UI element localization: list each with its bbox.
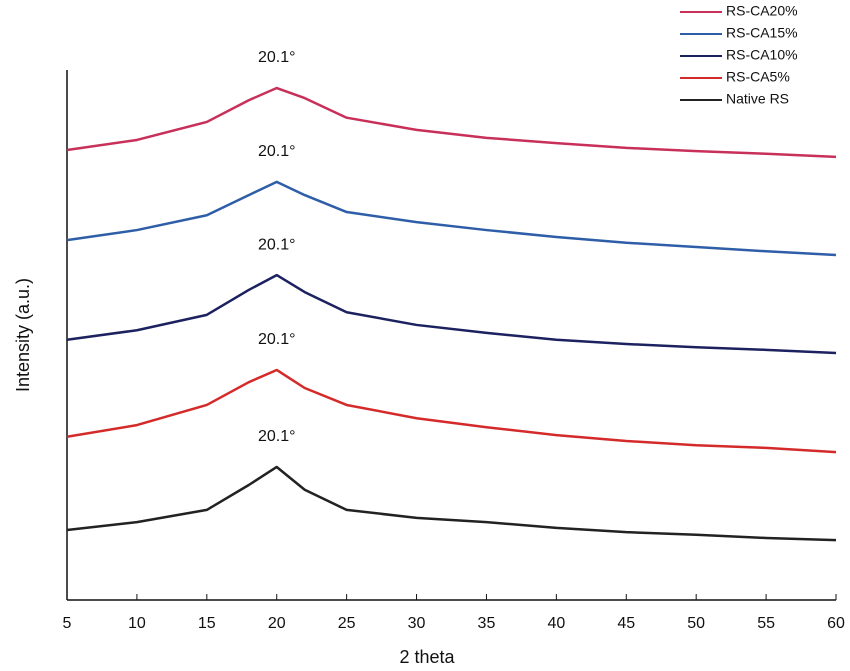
x-tick-label: 10 [128, 615, 146, 632]
x-tick-label: 55 [757, 615, 775, 632]
peak-annotation: 20.1° [258, 331, 296, 348]
y-axis-label: Intensity (a.u.) [13, 278, 33, 392]
chart: 2 theta Intensity (a.u.) 5 10 15 20 25 30 35 40… [0, 0, 850, 671]
series-line [67, 182, 836, 255]
legend-label: Native RS [726, 91, 789, 107]
x-tick-label: 50 [687, 615, 705, 632]
peak-annotation: 20.1° [258, 49, 296, 66]
peak-annotation: 20.1° [258, 143, 296, 160]
x-tick-label: 35 [478, 615, 496, 632]
legend-label: RS-CA20% [726, 3, 798, 19]
legend-label: RS-CA5% [726, 69, 790, 85]
series-line [67, 275, 836, 353]
legend-label: RS-CA10% [726, 47, 798, 63]
x-tick-label: 60 [827, 615, 845, 632]
series-line [67, 467, 836, 540]
x-tick-label: 5 [63, 615, 72, 632]
peak-annotation: 20.1° [258, 236, 296, 253]
x-tick-label: 25 [338, 615, 356, 632]
series-line [67, 88, 836, 157]
x-tick-label: 45 [617, 615, 635, 632]
x-tick-label: 20 [268, 615, 286, 632]
series-line [67, 370, 836, 452]
x-tick-label: 40 [547, 615, 565, 632]
legend-label: RS-CA15% [726, 25, 798, 41]
x-axis-label: 2 theta [399, 647, 455, 667]
peak-annotation: 20.1° [258, 428, 296, 445]
x-tick-label: 30 [408, 615, 426, 632]
x-tick-label: 15 [198, 615, 216, 632]
